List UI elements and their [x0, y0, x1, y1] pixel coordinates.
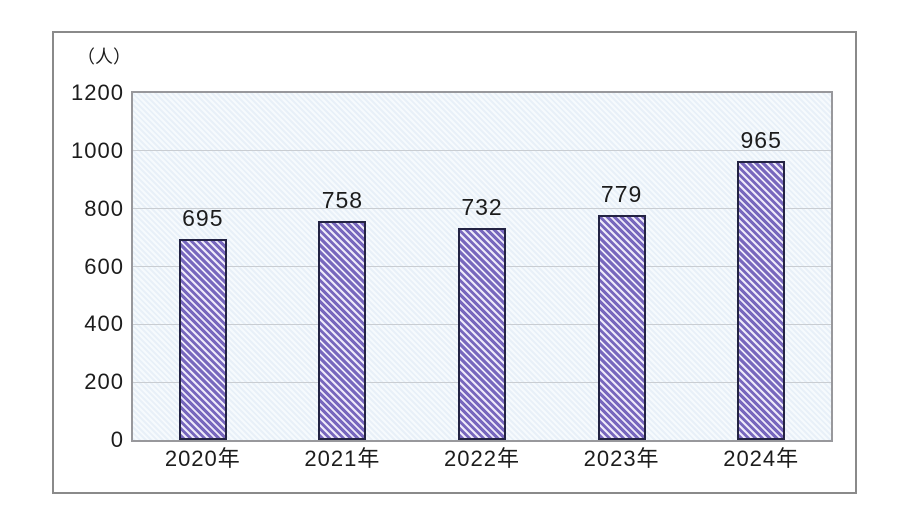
- y-axis-tick-labels: 0 200 400 600 800 1000 1200: [38, 0, 124, 524]
- gridline: [133, 150, 831, 152]
- bar-value-label: 779: [600, 180, 643, 207]
- plot-inner: 695 758 732 779 965: [133, 93, 831, 440]
- bar: [318, 220, 367, 440]
- bar-value-label: 695: [182, 205, 224, 232]
- x-axis-label: 2022年: [444, 446, 520, 471]
- x-axis-label: 2023年: [583, 446, 660, 471]
- y-axis-unit-label: （人）: [77, 47, 131, 67]
- y-axis-tick-label: 400: [84, 311, 124, 337]
- y-axis-tick-label: 600: [84, 253, 124, 279]
- y-axis-tick-label: 1200: [71, 80, 124, 105]
- plot-area: 695 758 732 779 965: [131, 91, 833, 442]
- bar: [458, 228, 506, 440]
- x-axis-label: 2024年: [723, 446, 800, 471]
- y-axis-tick-label: 200: [84, 369, 124, 395]
- y-axis-tick-label: 0: [110, 427, 124, 452]
- gridline: [133, 208, 831, 210]
- x-axis-labels: 2020年 2021年 2022年 2023年 2024年: [133, 446, 831, 474]
- bar: [737, 160, 786, 440]
- y-axis-tick-label: 1000: [71, 137, 124, 163]
- bar-value-label: 732: [461, 194, 503, 221]
- y-axis-tick-label: 800: [84, 195, 124, 221]
- bar-value-label: 965: [740, 126, 782, 153]
- bar: [597, 214, 646, 440]
- bar-value-label: 758: [321, 186, 364, 213]
- bar: [178, 239, 227, 440]
- x-axis-label: 2020年: [164, 446, 241, 471]
- x-axis-label: 2021年: [304, 446, 381, 471]
